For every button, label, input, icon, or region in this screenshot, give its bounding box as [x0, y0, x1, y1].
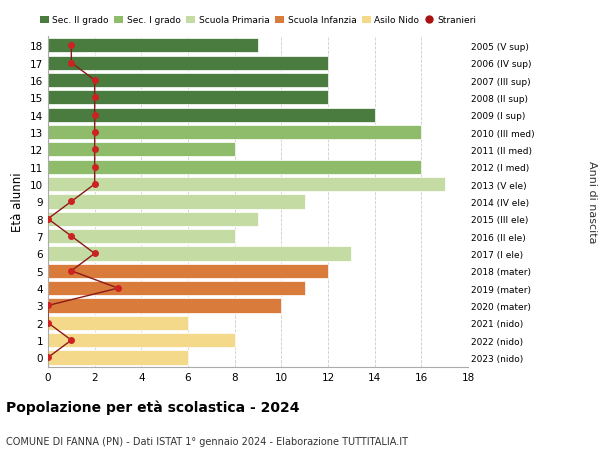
Bar	[48, 195, 305, 209]
Point	[90, 129, 100, 136]
Y-axis label: Età alunni: Età alunni	[11, 172, 25, 232]
Point	[90, 95, 100, 102]
Bar	[48, 160, 421, 174]
Text: COMUNE DI FANNA (PN) - Dati ISTAT 1° gennaio 2024 - Elaborazione TUTTITALIA.IT: COMUNE DI FANNA (PN) - Dati ISTAT 1° gen…	[6, 436, 408, 446]
Point	[67, 233, 76, 240]
Bar	[48, 351, 188, 365]
Bar	[48, 178, 445, 192]
Point	[90, 164, 100, 171]
Bar	[48, 108, 374, 123]
Point	[43, 319, 53, 327]
Bar	[48, 333, 235, 347]
Bar	[48, 281, 305, 296]
Bar	[48, 212, 258, 226]
Bar	[48, 143, 235, 157]
Bar	[48, 91, 328, 105]
Point	[67, 268, 76, 275]
Point	[67, 60, 76, 67]
Text: Anni di nascita: Anni di nascita	[587, 161, 597, 243]
Bar	[48, 230, 235, 244]
Bar	[48, 39, 258, 53]
Point	[113, 285, 123, 292]
Point	[90, 112, 100, 119]
Bar	[48, 247, 352, 261]
Point	[90, 250, 100, 257]
Legend: Sec. II grado, Sec. I grado, Scuola Primaria, Scuola Infanzia, Asilo Nido, Stran: Sec. II grado, Sec. I grado, Scuola Prim…	[36, 13, 480, 29]
Bar	[48, 264, 328, 278]
Point	[67, 43, 76, 50]
Text: Popolazione per età scolastica - 2024: Popolazione per età scolastica - 2024	[6, 399, 299, 414]
Point	[90, 181, 100, 188]
Point	[90, 77, 100, 84]
Point	[43, 354, 53, 361]
Bar	[48, 56, 328, 71]
Bar	[48, 74, 328, 88]
Point	[43, 216, 53, 223]
Point	[67, 198, 76, 206]
Bar	[48, 126, 421, 140]
Bar	[48, 299, 281, 313]
Point	[43, 302, 53, 309]
Point	[90, 146, 100, 154]
Bar	[48, 316, 188, 330]
Point	[67, 337, 76, 344]
